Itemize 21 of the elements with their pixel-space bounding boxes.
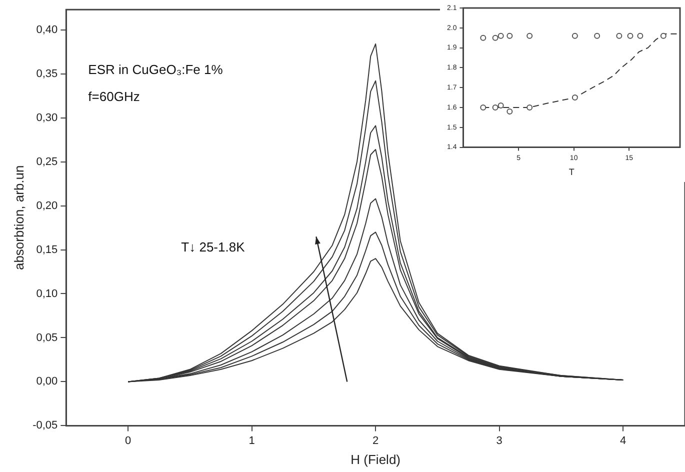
x-tick-label: 2 — [372, 434, 379, 447]
y-tick-label: 0,30 — [36, 112, 58, 124]
annotation: f=60GHz — [88, 89, 140, 104]
y-tick-label: 0,05 — [36, 332, 58, 344]
y-tick-label: 0,25 — [36, 156, 58, 168]
x-axis-title: T — [568, 167, 575, 178]
x-axis-title: H (Field) — [350, 452, 401, 467]
x-tick-label: 1 — [248, 434, 255, 447]
x-tick-label: 4 — [620, 434, 626, 447]
annotation: ESR in CuGeO₃:Fe 1% — [88, 62, 224, 78]
y-tick-label: -0,05 — [32, 420, 58, 432]
x-tick-label: 0 — [124, 434, 132, 447]
y-tick-label: 0,15 — [36, 244, 58, 256]
y-tick-label: 0,40 — [36, 24, 58, 36]
y-tick-label: 0,00 — [36, 376, 58, 388]
y-axis-title: absorbtion, arb.un — [11, 165, 26, 270]
x-tick-label: 3 — [496, 434, 502, 447]
y-tick-label: 0,35 — [36, 68, 58, 80]
annotation: T↓ 25-1.8K — [181, 240, 246, 255]
y-tick-label: 0,20 — [36, 200, 58, 212]
y-tick-label: 0,10 — [36, 288, 58, 300]
